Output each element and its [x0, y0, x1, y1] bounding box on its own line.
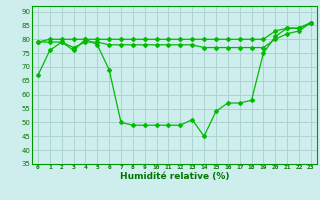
X-axis label: Humidité relative (%): Humidité relative (%) — [120, 172, 229, 181]
